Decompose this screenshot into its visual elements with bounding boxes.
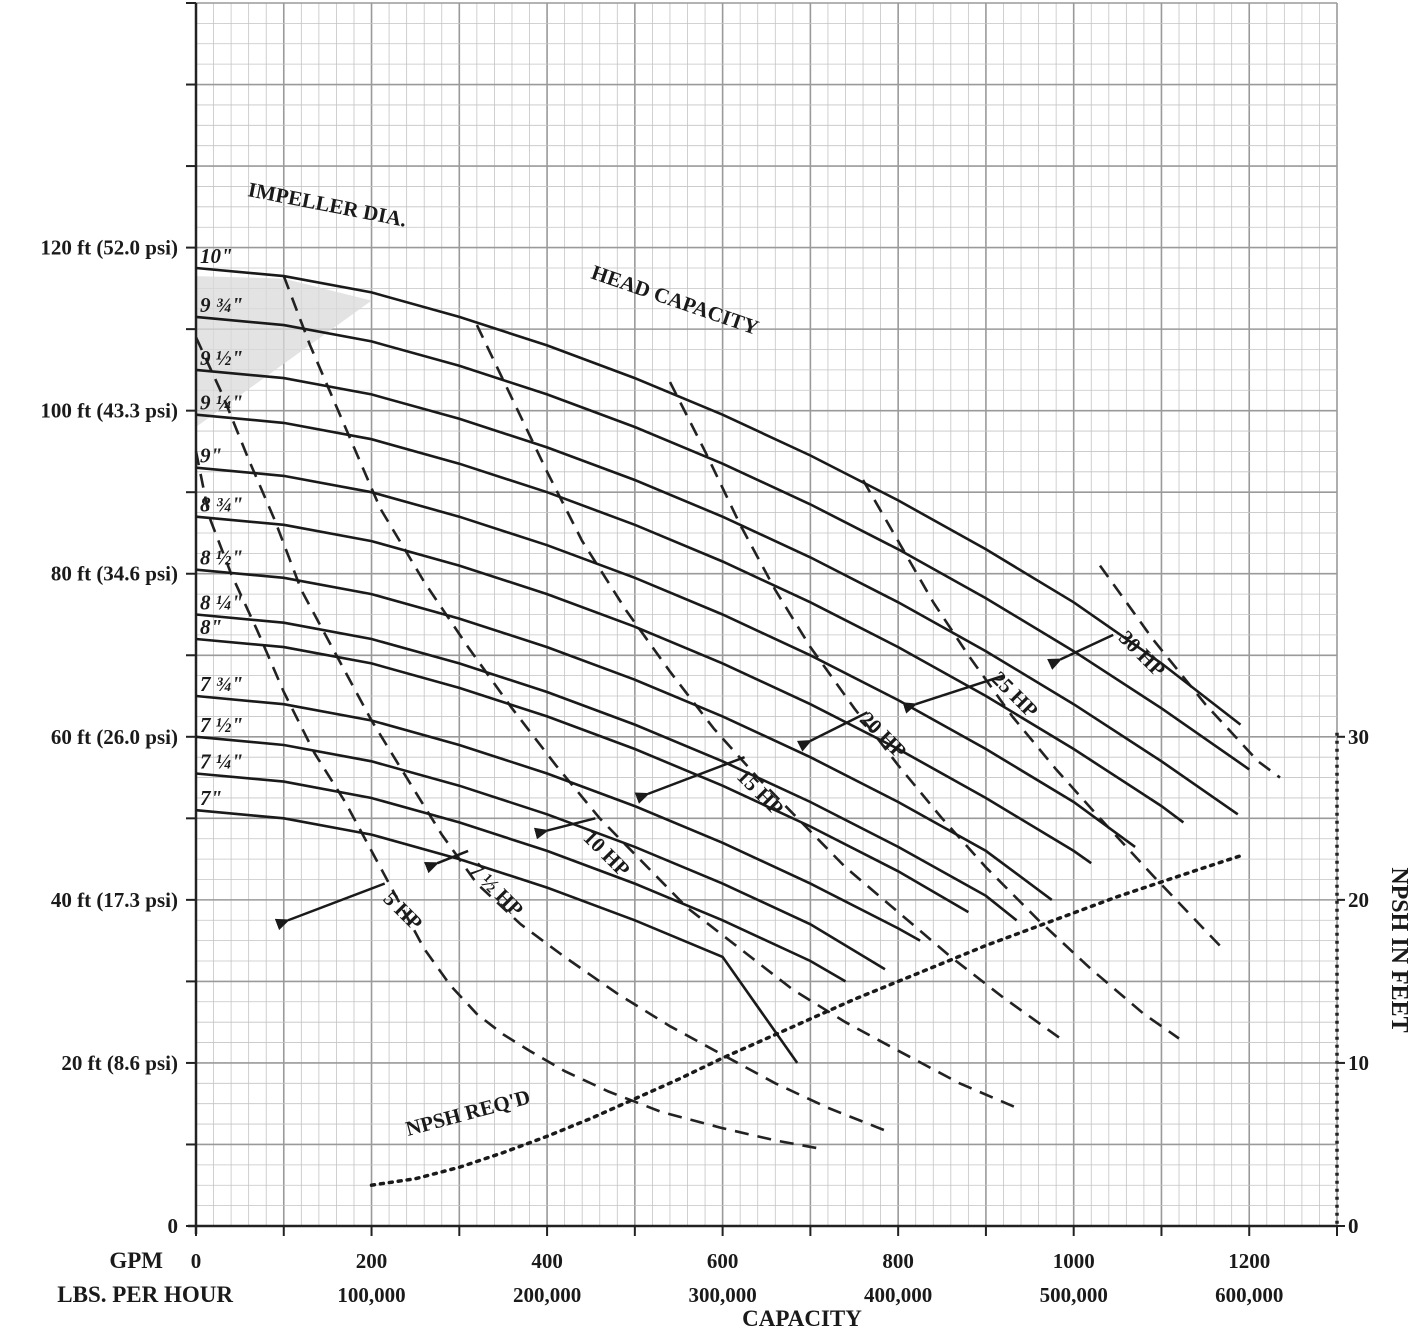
head-curve-line xyxy=(195,466,1136,848)
hp-arrow xyxy=(634,756,746,804)
impeller-label: 8 ½" xyxy=(200,546,243,570)
hp-arrow xyxy=(796,711,868,752)
y2-tick-label: 0 xyxy=(1348,1214,1359,1238)
head-curve-line xyxy=(195,266,1242,726)
y-tick-label: 40 ft (17.3 psi) xyxy=(51,888,178,912)
impeller-label: 8 ¾" xyxy=(200,493,243,517)
impeller-dia-label: IMPELLER DIA. xyxy=(246,177,409,231)
head-curve-line xyxy=(195,515,1092,865)
impeller-label: 9" xyxy=(200,444,222,468)
x-axis-title: CAPACITY xyxy=(742,1306,862,1331)
hp-line xyxy=(861,479,1224,950)
head-curve-line xyxy=(195,694,921,942)
x-tick-label-lbs: 100,000 xyxy=(337,1283,405,1307)
x-tick-label-gpm: 0 xyxy=(191,1249,202,1273)
head-curve-line xyxy=(195,613,1018,922)
npsh-line xyxy=(369,854,1243,1187)
y-tick-label: 80 ft (34.6 psi) xyxy=(51,562,178,586)
impeller-label: 9 ¼" xyxy=(200,391,243,415)
hp-lines xyxy=(194,275,1281,1150)
y2-tick-label: 20 xyxy=(1348,888,1369,912)
x-tick-label-gpm: 600 xyxy=(707,1249,739,1273)
x-axis-name-lbs: LBS. PER HOUR xyxy=(57,1282,233,1307)
hp-line xyxy=(475,324,1062,1040)
npsh-req-label: NPSH REQ'D xyxy=(403,1085,533,1141)
hp-arrow xyxy=(533,817,596,840)
hp-line xyxy=(282,275,1018,1109)
y-tick-label: 0 xyxy=(168,1214,179,1238)
hp-arrow xyxy=(1047,633,1114,670)
x-tick-label-lbs: 400,000 xyxy=(864,1283,932,1307)
y2-tick-label: 10 xyxy=(1348,1051,1369,1075)
impeller-label: 9 ½" xyxy=(200,346,243,370)
hp-label: 7 ½ HP xyxy=(465,858,529,922)
impeller-label: 10" xyxy=(200,244,233,268)
y-tick-label: 60 ft (26.0 psi) xyxy=(51,725,178,749)
impeller-label: 9 ¾" xyxy=(200,293,243,317)
hp-label: 5 HP xyxy=(379,886,428,935)
x-tick-label-lbs: 300,000 xyxy=(688,1283,756,1307)
hp-label: 20 HP xyxy=(855,707,911,763)
shaded-region xyxy=(196,276,372,427)
hp-arrow xyxy=(423,849,469,874)
y2-axis-title: NPSH IN FEET xyxy=(1386,867,1412,1032)
hp-line xyxy=(194,451,820,1150)
x-tick-label-lbs: 500,000 xyxy=(1040,1283,1108,1307)
head-curve-line xyxy=(195,368,1239,816)
x-tick-label-gpm: 400 xyxy=(531,1249,563,1273)
hp-arrow xyxy=(902,674,1004,714)
hp-line xyxy=(668,381,1180,1040)
head-curve-line xyxy=(195,808,799,1064)
impeller-label: 7" xyxy=(200,786,222,810)
head-curve-line xyxy=(195,413,1185,824)
grid xyxy=(195,2,1338,1227)
y-tick-label: 20 ft (8.6 psi) xyxy=(61,1051,178,1075)
hp-arrow xyxy=(274,882,386,931)
head-curve-line xyxy=(195,568,1053,901)
x-tick-label-gpm: 1000 xyxy=(1053,1249,1095,1273)
hp-line xyxy=(194,336,890,1134)
axes xyxy=(186,2,1345,1236)
x-tick-label-lbs: 200,000 xyxy=(513,1283,581,1307)
impeller-label: 7 ½" xyxy=(200,713,243,737)
x-tick-label-gpm: 200 xyxy=(356,1249,388,1273)
y2-tick-label: 30 xyxy=(1348,725,1369,749)
hp-line xyxy=(1098,564,1281,779)
head-curve-line xyxy=(195,772,847,983)
head-capacity-label: HEAD CAPACITY xyxy=(588,260,761,340)
x-tick-label-gpm: 1200 xyxy=(1228,1249,1270,1273)
head-curves xyxy=(195,266,1250,1064)
impeller-label: 8 ¼" xyxy=(200,591,243,615)
head-curve-line xyxy=(195,315,1250,771)
y-tick-label: 120 ft (52.0 psi) xyxy=(40,236,178,260)
y-tick-label: 100 ft (43.3 psi) xyxy=(40,399,178,423)
impeller-label: 7 ¾" xyxy=(200,672,243,696)
head-curve-line xyxy=(195,637,970,914)
x-axis-name-gpm: GPM xyxy=(109,1248,163,1273)
impeller-label: 8" xyxy=(200,615,222,639)
head-curve-line xyxy=(195,735,886,971)
npsh-curve xyxy=(369,854,1243,1187)
x-tick-label-lbs: 600,000 xyxy=(1215,1283,1283,1307)
x-tick-label-gpm: 800 xyxy=(882,1249,914,1273)
impeller-label: 7 ¼" xyxy=(200,749,243,773)
